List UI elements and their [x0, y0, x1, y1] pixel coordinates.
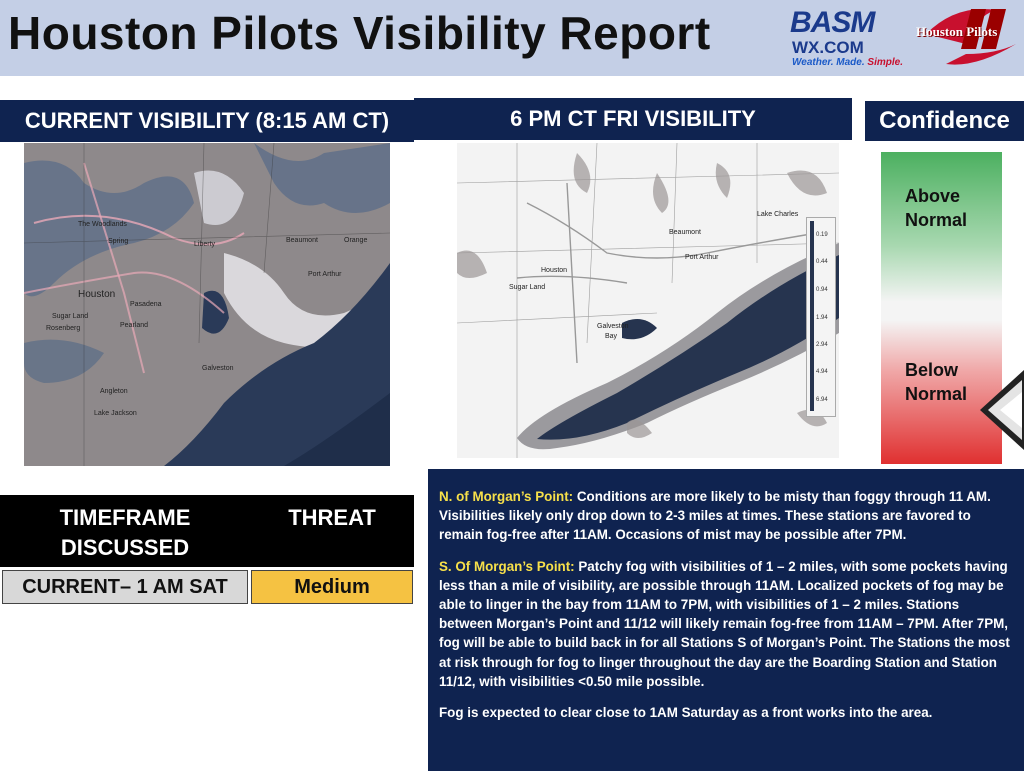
- map-label: Beaumont: [669, 229, 701, 236]
- south-text: Patchy fog with visibilities of 1 – 2 mi…: [439, 558, 1010, 689]
- timeframe-cell: CURRENT– 1 AM SAT: [2, 570, 248, 604]
- discussion-box: N. of Morgan’s Point: Conditions are mor…: [428, 469, 1024, 771]
- current-visibility-title: CURRENT VISIBILITY (8:15 AM CT): [0, 100, 414, 142]
- north-heading: N. of Morgan’s Point:: [439, 489, 574, 504]
- current-visibility-map: The Woodlands Spring Liberty Beaumont Or…: [24, 143, 390, 466]
- legend-graphic: 0.19 0.44 0.94 1.94 2.94 4.94 6.94: [810, 221, 828, 411]
- map-label: The Woodlands: [78, 221, 127, 228]
- map-label: Galveston: [597, 323, 629, 330]
- map-label: Pasadena: [130, 301, 162, 308]
- confidence-pointer-icon: [980, 370, 1024, 450]
- map-label: Beaumont: [286, 237, 318, 244]
- header-bar: Houston Pilots Visibility Report BASM WX…: [0, 0, 1024, 76]
- north-paragraph: N. of Morgan’s Point: Conditions are mor…: [439, 487, 1016, 545]
- confidence-above-label: Above Normal: [905, 186, 968, 230]
- south-heading: S. Of Morgan’s Point:: [439, 558, 575, 574]
- south-paragraph: S. Of Morgan’s Point: Patchy fog with vi…: [439, 557, 1016, 691]
- forecast-visibility-title: 6 PM CT FRI VISIBILITY: [414, 98, 852, 140]
- map-label: Spring: [108, 238, 129, 245]
- map-label: Houston: [541, 267, 568, 274]
- timeframe-header: TIMEFRAME DISCUSSED: [59, 505, 191, 560]
- pilots-swoosh-icon: [926, 9, 1016, 65]
- basm-logo-wx: WX.COM: [792, 38, 864, 57]
- forecast-map-graphic: [457, 143, 839, 458]
- legend-value: 0.94: [816, 287, 828, 293]
- map-label: Sugar Land: [509, 284, 546, 291]
- map-label: Liberty: [194, 241, 216, 248]
- confidence-scale: Above Normal Below Normal: [881, 152, 1002, 464]
- threat-header: THREAT: [288, 505, 376, 530]
- north-text: Conditions are more likely to be misty t…: [439, 489, 991, 543]
- map-label: Port Arthur: [685, 254, 719, 261]
- map-label: Pearland: [120, 322, 149, 329]
- map-label: Orange: [344, 237, 368, 244]
- page-title: Houston Pilots Visibility Report: [8, 7, 711, 59]
- threat-level-cell: Medium: [251, 570, 413, 604]
- legend-value: 6.94: [816, 397, 828, 403]
- map-label: Rosenberg: [46, 325, 81, 332]
- houston-pilots-logo-word: Houston Pilots: [916, 24, 998, 39]
- map-label: Sugar Land: [52, 313, 89, 320]
- visibility-legend: 0.19 0.44 0.94 1.94 2.94 4.94 6.94: [806, 217, 836, 417]
- legend-value: 0.44: [816, 259, 828, 265]
- map-label: Angleton: [100, 388, 128, 395]
- current-map-graphic: [24, 143, 390, 466]
- confidence-title: Confidence: [865, 101, 1024, 141]
- legend-value: 4.94: [816, 369, 828, 375]
- legend-value: 0.19: [816, 232, 828, 238]
- legend-value: 1.94: [816, 315, 828, 321]
- forecast-visibility-map: Lake Charles Beaumont Port Arthur Housto…: [457, 143, 839, 458]
- threat-table-header: TIMEFRAME DISCUSSED THREAT: [0, 495, 414, 567]
- map-label: Lake Jackson: [94, 410, 137, 417]
- map-label: Bay: [605, 333, 618, 340]
- houston-pilots-logo: Houston Pilots: [916, 4, 1022, 70]
- map-label: Houston: [78, 289, 116, 300]
- map-label: Port Arthur: [308, 271, 342, 278]
- closing-paragraph: Fog is expected to clear close to 1AM Sa…: [439, 705, 933, 721]
- legend-value: 2.94: [816, 342, 828, 348]
- confidence-below-label: Below Normal: [905, 360, 968, 404]
- basm-logo: BASM WX.COM Weather. Made. Simple.: [788, 6, 910, 70]
- basm-logo-tagline: Weather. Made. Simple.: [792, 57, 903, 68]
- map-label: Galveston: [202, 365, 234, 372]
- map-label: Lake Charles: [757, 211, 799, 218]
- basm-logo-word: BASM: [790, 6, 875, 39]
